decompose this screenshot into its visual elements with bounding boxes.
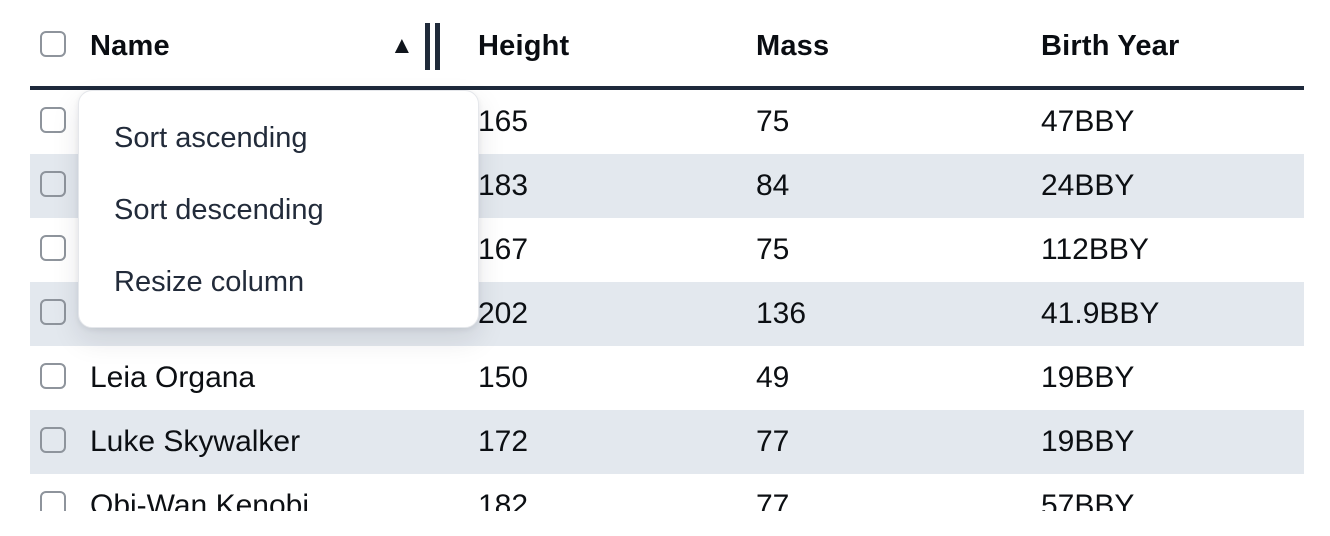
row-checkbox[interactable] xyxy=(40,170,66,197)
cell-name: Obi-Wan Kenobi xyxy=(90,489,309,511)
table-row: Obi-Wan Kenobi 182 77 57BBY xyxy=(30,474,1304,511)
cell-height: 172 xyxy=(478,425,529,458)
column-resize-handle-icon[interactable] xyxy=(425,22,440,70)
table-row: Leia Organa 150 49 19BBY xyxy=(30,346,1304,410)
cell-mass: 136 xyxy=(756,297,807,330)
cell-mass: 77 xyxy=(756,425,790,458)
table-row: Luke Skywalker 172 77 19BBY xyxy=(30,410,1304,474)
resize-bar-right xyxy=(435,22,440,70)
resize-bar-left xyxy=(425,22,430,70)
cell-name: Luke Skywalker xyxy=(90,425,301,458)
cell-birth-year: 47BBY xyxy=(1041,105,1135,138)
cell-height: 182 xyxy=(478,489,529,511)
cell-height: 150 xyxy=(478,361,529,394)
row-checkbox[interactable] xyxy=(40,426,66,453)
table-row: 167 75 112BBY xyxy=(30,218,1304,282)
cell-height: 183 xyxy=(478,169,529,202)
table-header-row: Name ▲ Height Mass Birth Year xyxy=(30,0,1304,90)
cell-mass: 75 xyxy=(756,233,790,266)
cell-birth-year: 41.9BBY xyxy=(1041,297,1160,330)
cell-mass: 49 xyxy=(756,361,790,394)
column-header-height[interactable]: Height xyxy=(478,29,570,62)
menu-item-resize-column[interactable]: Resize column xyxy=(114,265,305,298)
cell-birth-year: 57BBY xyxy=(1041,489,1135,511)
row-checkbox[interactable] xyxy=(40,490,66,511)
cell-name: Leia Organa xyxy=(90,361,256,394)
select-all-cell xyxy=(30,30,90,62)
row-checkbox[interactable] xyxy=(40,106,66,133)
cell-height: 165 xyxy=(478,105,529,138)
row-checkbox[interactable] xyxy=(40,298,66,325)
menu-item-sort-descending[interactable]: Sort descending xyxy=(114,193,324,226)
cell-birth-year: 112BBY xyxy=(1041,233,1149,266)
column-header-mass[interactable]: Mass xyxy=(756,29,830,62)
row-checkbox[interactable] xyxy=(40,362,66,389)
column-header-name-label: Name xyxy=(90,29,170,62)
cell-height: 167 xyxy=(478,233,529,266)
cell-birth-year: 19BBY xyxy=(1041,361,1135,394)
menu-item-sort-ascending[interactable]: Sort ascending xyxy=(114,121,308,154)
cell-birth-year: 19BBY xyxy=(1041,425,1135,458)
cell-birth-year: 24BBY xyxy=(1041,169,1135,202)
cell-mass: 84 xyxy=(756,169,790,202)
column-header-name[interactable]: Name ▲ xyxy=(90,22,478,70)
column-context-menu: Sort ascending Sort descending Resize co… xyxy=(78,90,479,328)
column-header-birth-year[interactable]: Birth Year xyxy=(1041,29,1180,62)
cell-height: 202 xyxy=(478,297,529,330)
cell-mass: 77 xyxy=(756,489,790,511)
select-all-checkbox[interactable] xyxy=(40,30,66,57)
cell-mass: 75 xyxy=(756,105,790,138)
table-row: 165 75 47BBY xyxy=(30,90,1304,154)
row-checkbox[interactable] xyxy=(40,234,66,261)
sort-ascending-icon: ▲ xyxy=(390,32,414,59)
